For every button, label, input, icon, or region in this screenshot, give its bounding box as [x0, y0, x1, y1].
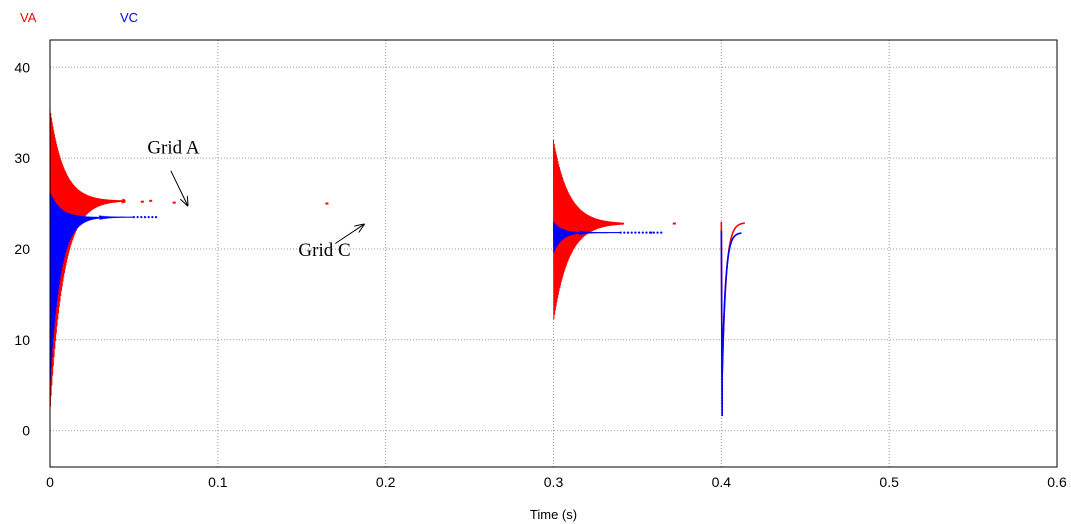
vc-series-segment — [720, 230, 742, 417]
vc-tail-point — [652, 231, 655, 234]
vc-tail-point — [619, 231, 622, 234]
vc-tail-point — [154, 216, 158, 219]
vc-series-line — [552, 221, 621, 253]
x-tick-label: 0.2 — [376, 474, 396, 490]
annotations: Grid A Grid C — [147, 138, 364, 261]
vc-tail-point — [132, 216, 136, 219]
va-data-point — [140, 200, 144, 203]
va-data-point — [172, 201, 176, 204]
vc-tail-point — [147, 216, 150, 219]
vc-tail-point — [634, 231, 637, 234]
vc-series-line — [49, 191, 134, 380]
vc-tail-point — [660, 231, 663, 234]
vc-data-point — [649, 231, 653, 234]
vc-tail-point — [136, 216, 139, 219]
x-tick-label: 0.1 — [208, 474, 228, 490]
x-tick-label: 0.5 — [879, 474, 899, 490]
vc-tail-point — [645, 231, 648, 234]
va-data-point — [149, 199, 153, 202]
annotation-arrow — [335, 224, 364, 244]
x-tick-label: 0.6 — [1047, 474, 1067, 490]
x-axis-label: Time (s) — [530, 507, 577, 522]
y-tick-label: 20 — [14, 241, 30, 257]
plot-area — [49, 108, 745, 417]
vc-tail-point — [140, 216, 143, 219]
vc-series-line — [720, 230, 742, 417]
x-tick-label: 0.4 — [712, 474, 732, 490]
annotation-label: Grid A — [147, 138, 200, 159]
y-tick-label: 30 — [14, 150, 30, 166]
vc-series-segment — [49, 191, 158, 380]
va-series-segment — [49, 108, 126, 407]
va-data-point — [325, 202, 329, 205]
vc-tail-point — [641, 231, 644, 234]
tick-labels: 0 0.1 0.2 0.3 0.4 0.5 0.6 0 10 20 30 40 — [14, 59, 1067, 490]
legend-label-vc: VC — [120, 10, 138, 25]
vc-tail-point — [656, 231, 659, 234]
vc-tail-point — [151, 216, 154, 219]
vc-tail-point — [626, 231, 630, 234]
y-tick-label: 40 — [14, 59, 30, 75]
x-tick-label: 0.3 — [544, 474, 564, 490]
y-tick-label: 0 — [22, 423, 30, 439]
legend: VA VC — [20, 10, 138, 25]
vc-tail-point — [623, 231, 626, 234]
annotation-label: Grid C — [298, 240, 350, 261]
x-tick-label: 0 — [46, 474, 54, 490]
vc-tail-point — [637, 231, 641, 234]
y-tick-label: 10 — [14, 332, 30, 348]
legend-label-va: VA — [20, 10, 37, 25]
vc-tail-point — [630, 231, 633, 234]
vc-tail-point — [143, 216, 147, 219]
annotation-arrow — [170, 170, 188, 206]
va-series-line — [49, 108, 126, 407]
plot-frame — [49, 39, 1058, 468]
va-data-point — [672, 222, 676, 225]
